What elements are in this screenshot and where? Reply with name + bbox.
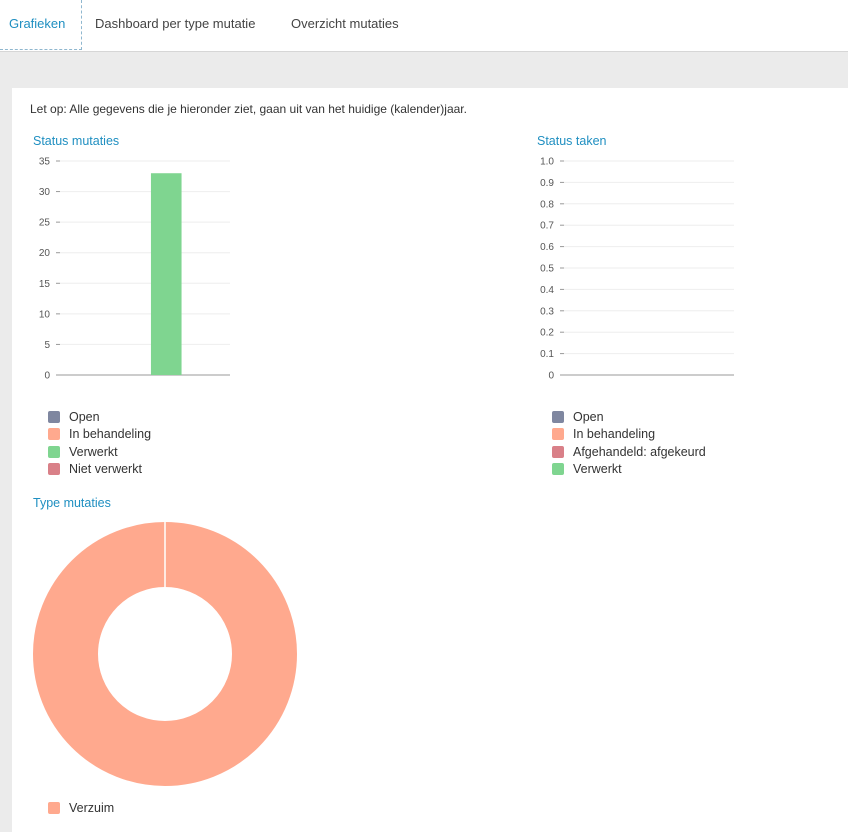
status-taken-title: Status taken [537,134,607,148]
tab-bar: Grafieken Dashboard per type mutatie Ove… [0,0,848,52]
y-tick-label: 0.9 [540,178,554,189]
legend-item-open[interactable]: Open [552,408,706,426]
y-tick-label: 10 [39,309,51,320]
legend-label: Verwerkt [573,462,622,477]
y-tick-label: 0.4 [540,285,554,296]
status-mutaties-chart: 0 5 10 15 20 25 30 35 [39,157,230,382]
legend-swatch [48,428,60,441]
legend-label: Afgehandeld: afgekeurd [573,444,706,459]
y-tick-label: 0.1 [540,349,554,360]
y-tick-label: 1.0 [540,157,554,168]
y-tick-label: 20 [39,248,51,259]
y-tick-label: 0.6 [540,242,554,253]
legend-item-verwerkt[interactable]: Verwerkt [48,443,151,461]
legend-item-in-behandeling[interactable]: In behandeling [552,426,706,444]
y-tick-label: 0.8 [540,199,554,210]
y-tick-label: 0.7 [540,221,554,232]
legend-swatch [552,463,564,476]
y-tick-label: 30 [39,187,51,198]
legend-swatch [48,410,60,423]
legend-item-niet-verwerkt[interactable]: Niet verwerkt [48,461,151,479]
legend-item-open[interactable]: Open [48,408,151,426]
legend-label: In behandeling [573,427,656,442]
bar-verwerkt [150,173,182,375]
tab-dashboard-per-type-mutatie[interactable]: Dashboard per type mutatie [95,16,256,31]
status-taken-chart: 0 0.1 0.2 0.3 0.4 0.5 0.6 0.7 0.8 0.9 1.0 [540,157,734,382]
y-tick-label: 35 [39,157,51,168]
type-mutaties-title: Type mutaties [33,496,111,510]
y-tick-label: 0 [548,371,554,382]
status-mutaties-title: Status mutaties [33,134,120,148]
legend-item-in-behandeling[interactable]: In behandeling [48,426,151,444]
y-tick-label: 25 [39,218,51,229]
legend-swatch [48,463,60,476]
tab-overzicht-mutaties[interactable]: Overzicht mutaties [291,16,399,31]
notice-text: Let op: Alle gegevens die je hieronder z… [30,102,467,116]
legend-swatch [552,428,564,441]
y-tick-label: 0.2 [540,328,554,339]
type-mutaties-chart [33,522,297,786]
legend-label: Open [573,409,604,424]
content-panel: Let op: Alle gegevens die je hieronder z… [12,88,848,832]
legend-item-verzuim[interactable]: Verzuim [48,799,114,817]
y-tick-label: 0.5 [540,264,554,275]
legend-swatch [48,801,60,814]
status-mutaties-legend: Open In behandeling Verwerkt Niet verwer… [48,408,151,478]
legend-swatch [552,445,564,458]
y-tick-label: 5 [44,340,50,351]
legend-swatch [552,410,564,423]
status-taken-legend: Open In behandeling Afgehandeld: afgekeu… [552,408,706,478]
type-mutaties-legend: Verzuim [48,799,114,817]
legend-label: In behandeling [69,427,152,442]
legend-label: Verwerkt [69,444,118,459]
tab-grafieken[interactable]: Grafieken [0,0,82,50]
legend-label: Open [69,409,100,424]
y-tick-label: 0.3 [540,306,554,317]
legend-item-afgehandeld-afgekeurd[interactable]: Afgehandeld: afgekeurd [552,443,706,461]
legend-item-verwerkt[interactable]: Verwerkt [552,461,706,479]
y-tick-label: 15 [39,279,51,290]
legend-swatch [48,445,60,458]
legend-label: Verzuim [69,800,115,815]
y-tick-label: 0 [44,371,50,382]
legend-label: Niet verwerkt [69,462,142,477]
